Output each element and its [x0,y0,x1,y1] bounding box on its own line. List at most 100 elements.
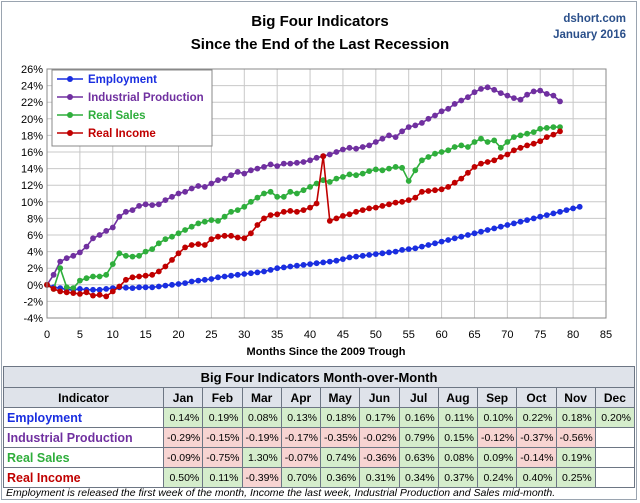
data-point [478,135,484,142]
table-title: Big Four Indicators Month-over-Month [3,366,635,388]
data-point [372,204,379,211]
month-over-month-table-wrap: Big Four Indicators Month-over-Month Ind… [3,366,636,488]
table-cell: -0.17% [280,427,322,448]
data-point [543,212,550,219]
table-cell: -0.35% [319,427,361,448]
data-point [465,144,471,150]
month-header: Feb [202,387,243,408]
y-tick-label: 12% [21,180,43,192]
data-point [425,242,432,248]
table-cell: 0.18% [319,407,361,428]
data-point [491,86,498,93]
data-point [478,228,484,235]
data-point [116,250,123,257]
x-tick-label: 50 [370,329,382,341]
data-point [557,98,563,105]
table-cell: 0.20% [594,407,636,428]
y-tick-label: 6% [27,230,43,242]
data-point [405,178,412,184]
data-point [405,246,412,253]
table-cell [594,447,636,468]
source-label: dshort.com [563,13,626,25]
data-point [392,164,399,170]
x-tick-label: 40 [304,329,316,341]
x-tick-label: 55 [403,329,415,341]
series-real-sales [44,124,563,292]
data-point [451,101,458,107]
data-point [307,157,313,164]
data-point [511,134,517,141]
data-point [484,139,491,145]
data-point [307,184,313,190]
data-point [438,108,445,115]
data-point [511,220,517,227]
data-point [491,137,498,144]
table-cell: -0.02% [359,427,400,448]
data-point [359,144,366,150]
data-point [90,286,96,293]
data-point [57,265,64,272]
data-point [208,217,215,224]
data-point [90,235,96,242]
data-point [201,242,208,248]
x-tick-label: 0 [44,329,50,341]
data-point [228,172,235,179]
data-point [234,207,241,214]
legend-label: Real Sales [88,110,146,122]
data-point [372,139,379,145]
data-point [497,90,504,96]
data-point [458,142,465,149]
data-point [438,186,445,193]
data-point [530,140,537,147]
data-point [458,233,465,240]
data-point [123,252,129,259]
data-point [543,91,550,97]
data-point [313,200,320,207]
data-point [169,233,175,240]
data-point [96,273,103,280]
data-point [162,282,169,289]
x-tick-label: 65 [468,329,480,341]
legend-label: Industrial Production [88,92,204,104]
data-point [432,150,438,157]
data-point [248,270,254,277]
row-label: Industrial Production [3,427,164,448]
data-point [287,160,294,167]
data-point [399,247,405,253]
data-point [517,218,524,225]
data-point [379,203,386,209]
table-cell: 0.11% [437,407,479,428]
month-header: May [319,387,361,408]
legend-swatch-marker [67,76,73,82]
legend-swatch-marker [67,130,73,136]
data-point [419,188,425,195]
data-point [70,252,77,259]
data-point [208,236,215,243]
x-tick-label: 60 [435,329,447,341]
data-point [248,230,254,237]
chart-title: Big Four Indicators [251,13,389,30]
data-point [182,280,189,286]
series-line [46,206,580,291]
data-point [254,222,261,228]
x-tick-label: 5 [77,329,83,341]
data-point [274,211,281,218]
y-tick-label: -2% [23,296,43,308]
data-point [524,130,530,137]
table-cell: 0.70% [280,467,322,488]
data-point [366,168,373,175]
data-point [182,244,189,251]
x-tick-label: 85 [600,329,612,341]
data-point [557,124,563,130]
month-over-month-table: Big Four Indicators Month-over-Month Ind… [3,366,636,488]
data-point [419,120,425,126]
data-point [248,198,254,205]
data-point [195,220,202,227]
data-point [261,190,267,197]
data-point [300,207,307,214]
data-point [326,179,333,185]
row-label: Real Income [3,467,164,488]
series-real-income [44,128,563,300]
data-point [550,124,557,130]
data-point [392,248,399,255]
